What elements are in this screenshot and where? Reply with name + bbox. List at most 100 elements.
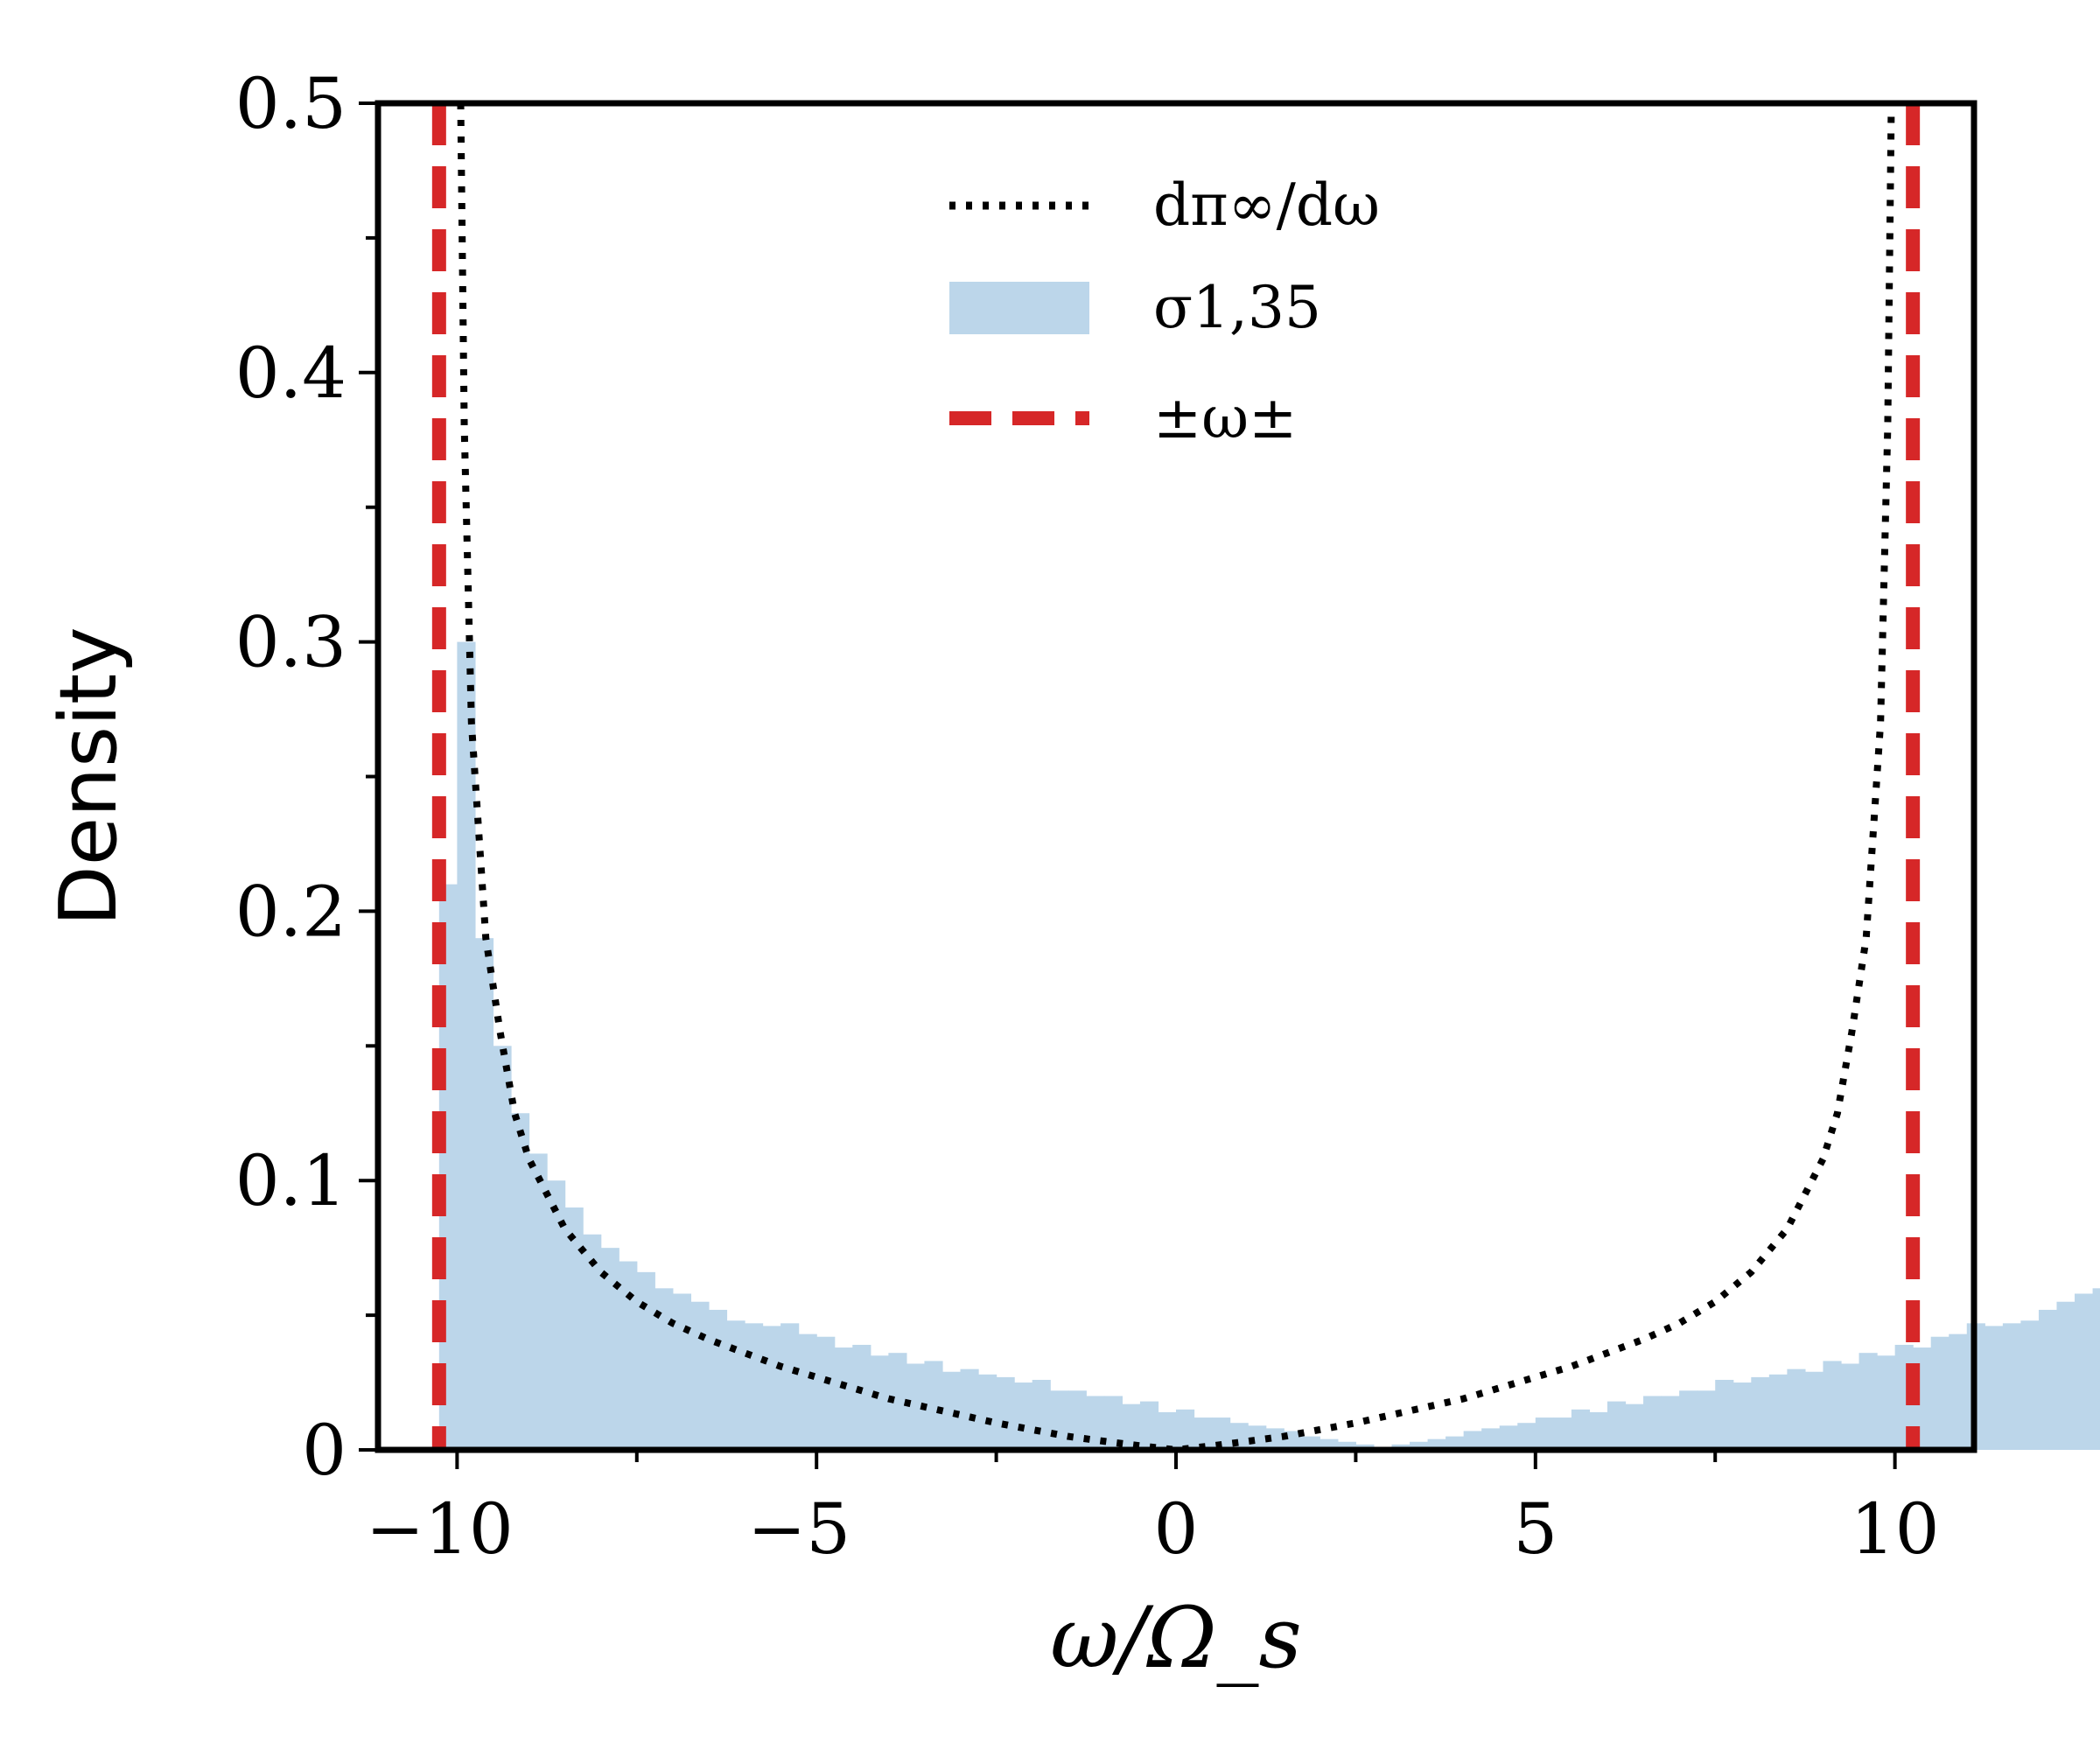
histogram-bar (1751, 1376, 1770, 1450)
histogram-bar (816, 1336, 836, 1450)
legend-label-vlines: ±ω± (1153, 384, 1297, 452)
y-axis-label: Density (43, 626, 135, 926)
histogram-bar (1446, 1436, 1465, 1450)
x-axis-label: ω/Ω_s (1050, 1589, 1301, 1687)
x-tick-label: 5 (1513, 1488, 1558, 1570)
y-axis: 0 0.1 0.2 0.3 0.4 0.5 (235, 63, 378, 1491)
histogram-bar (1768, 1374, 1788, 1450)
legend-swatch-histogram (949, 282, 1089, 334)
histogram-bar (780, 1323, 800, 1450)
histogram-bar (708, 1309, 728, 1450)
y-tick-label: 0.1 (235, 1140, 346, 1222)
y-tick-label: 0.4 (235, 332, 346, 414)
x-tick-label: −10 (366, 1488, 514, 1570)
histogram-bar (528, 1153, 548, 1450)
histogram-bar (1050, 1390, 1069, 1450)
histogram-bar (2038, 1309, 2058, 1450)
histogram-bar (1787, 1368, 1806, 1450)
histogram-bar (2002, 1323, 2022, 1450)
histogram-bar (1301, 1436, 1320, 1450)
histogram-bar (2056, 1301, 2076, 1450)
histogram-bar (1732, 1382, 1752, 1450)
legend: dπ∞/dω σ1,35 ±ω± (949, 172, 1380, 452)
histogram-bar (1122, 1404, 1141, 1450)
histogram-bar (672, 1293, 692, 1450)
histogram-bar (1086, 1396, 1105, 1450)
histogram-bar (978, 1374, 998, 1450)
histogram-bar (762, 1326, 781, 1450)
histogram-bar (1949, 1334, 1968, 1450)
density-curve (457, 102, 1895, 1454)
histogram-bar (1103, 1396, 1123, 1450)
histogram-bar (1715, 1379, 1734, 1450)
histogram-bar (852, 1344, 872, 1450)
histogram-bar (1553, 1418, 1572, 1450)
legend-label-histogram: σ1,35 (1153, 274, 1321, 341)
histogram-bar (1571, 1409, 1591, 1450)
histogram-bar (1697, 1390, 1716, 1450)
histogram-bar (511, 1113, 530, 1450)
histogram-bar (457, 641, 476, 1450)
histogram-bar (906, 1363, 926, 1450)
y-tick-label: 0.5 (235, 63, 346, 144)
histogram-bar (1535, 1418, 1554, 1450)
histogram-bar (1930, 1336, 1950, 1450)
histogram-bar (636, 1271, 655, 1450)
histogram-bar (547, 1180, 566, 1450)
y-tick-label: 0 (302, 1410, 346, 1491)
histogram-bar (2075, 1293, 2094, 1450)
histogram-bar (1032, 1379, 1051, 1450)
histogram-bar (1158, 1411, 1177, 1450)
histogram-bar (1517, 1423, 1536, 1450)
histogram-bar (1463, 1431, 1482, 1450)
histogram-bar (1284, 1431, 1303, 1450)
y-tick-label: 0.3 (235, 602, 346, 683)
histogram-bar (745, 1323, 764, 1450)
histogram-bar (1823, 1361, 1842, 1450)
histogram-bar (1589, 1411, 1608, 1450)
histogram-bar (1410, 1441, 1429, 1450)
x-tick-label: 0 (1154, 1488, 1199, 1570)
histogram-bar (1643, 1396, 1662, 1450)
histogram-bar (1176, 1409, 1195, 1450)
histogram-bar (1679, 1390, 1698, 1450)
histogram-bar (726, 1320, 746, 1450)
histogram-bar (996, 1376, 1015, 1450)
legend-label-curve: dπ∞/dω (1153, 172, 1380, 239)
histogram-bar (924, 1361, 943, 1450)
histogram-bar (1014, 1382, 1033, 1450)
histogram-bar (1877, 1355, 1896, 1450)
histogram-layer (438, 641, 2100, 1450)
histogram-bar (1337, 1441, 1357, 1450)
histogram-bar (1194, 1418, 1213, 1450)
histogram-bar (870, 1355, 889, 1450)
histogram-bar (1858, 1353, 1878, 1450)
histogram-bar (960, 1368, 979, 1450)
x-axis: −10 −5 0 5 10 (366, 1450, 1940, 1570)
histogram-bar (1625, 1404, 1644, 1450)
histogram-bar (1139, 1401, 1159, 1450)
histogram-bar (942, 1371, 962, 1450)
vline-layer (431, 103, 1921, 1450)
histogram-bar (1804, 1371, 1824, 1450)
histogram-bar (1499, 1425, 1518, 1450)
histogram-bar (654, 1288, 674, 1450)
x-tick-label: 10 (1851, 1488, 1940, 1570)
histogram-bar (619, 1261, 638, 1450)
histogram-bar (1841, 1363, 1860, 1450)
y-tick-label: 0.2 (235, 871, 346, 952)
histogram-bar (888, 1353, 907, 1450)
histogram-bar (1984, 1326, 2004, 1450)
x-tick-label: −5 (747, 1488, 850, 1570)
curve-layer (457, 102, 1895, 1454)
histogram-bar (690, 1301, 710, 1450)
histogram-bar (798, 1334, 817, 1450)
histogram-bar (2020, 1320, 2040, 1450)
histogram-bar (1481, 1428, 1501, 1450)
histogram-bar (1661, 1396, 1680, 1450)
histogram-bar (564, 1207, 584, 1450)
histogram-bar (2092, 1288, 2100, 1450)
histogram-bar (1265, 1428, 1284, 1450)
